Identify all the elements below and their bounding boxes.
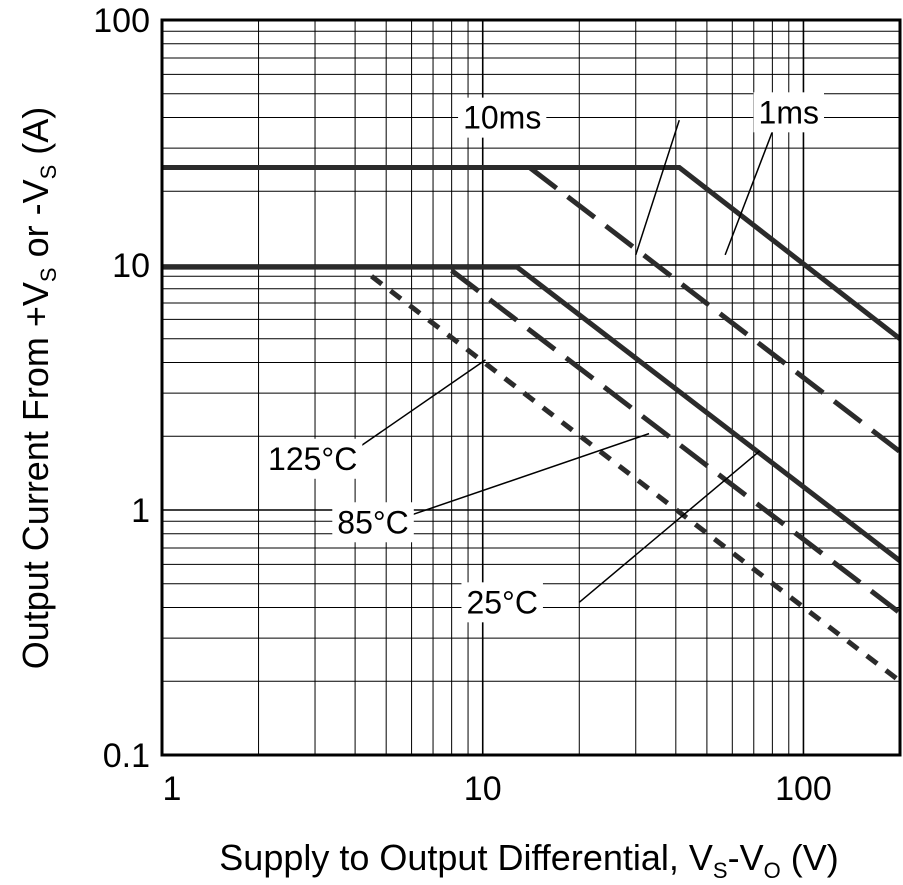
y-axis-title-sub2: S [36, 165, 61, 180]
y-axis-title-mid: or -V [15, 179, 56, 267]
x-axis-title-main: Supply to Output Differential, V [219, 837, 713, 878]
y-axis-title-sub1: S [36, 267, 61, 282]
series-line [162, 165, 902, 341]
y-tick-label: 100 [93, 2, 150, 40]
annotation-leader [578, 450, 761, 603]
annotation-leader [724, 131, 774, 256]
series-line [369, 274, 902, 684]
annotation-leader [338, 359, 486, 462]
y-tick-label: 0.1 [103, 737, 150, 775]
annotation-label: 125°C [268, 441, 357, 477]
annotation-label-bg [263, 438, 363, 479]
annotation-label: 1ms [759, 94, 819, 130]
series-line [528, 165, 902, 454]
x-axis-title: Supply to Output Differential, VS-VO (V) [219, 837, 838, 883]
plot-frame [160, 18, 902, 757]
x-tick-label: 100 [775, 770, 832, 808]
y-tick-label: 10 [112, 247, 150, 285]
y-axis-title-end: (A) [15, 107, 56, 165]
series-line [162, 264, 902, 563]
annotation-label-bg [461, 582, 543, 623]
x-axis-title-end: (V) [781, 837, 839, 878]
tick-labels: 1 10 100 0.1 1 10 100 [93, 2, 832, 808]
x-axis-title-sub1: S [713, 858, 728, 883]
x-axis-title-sub2: O [764, 858, 781, 883]
annotation-label-bg [753, 92, 825, 133]
series-group [162, 165, 902, 684]
annotation-leader [635, 119, 680, 256]
y-tick-label: 1 [131, 492, 150, 530]
annotation-label-bg [332, 502, 414, 543]
annotation-label: 85°C [337, 504, 409, 540]
annotation-label-bg [458, 97, 547, 138]
annotations-group: 10ms 1ms 125°C 85°C 25°C [263, 92, 825, 623]
annotation-label: 10ms [463, 100, 541, 136]
x-axis-title-mid: -V [728, 837, 764, 878]
x-tick-label: 10 [464, 770, 502, 808]
annotation-leader [385, 432, 650, 525]
annotation-label: 25°C [466, 584, 538, 620]
y-axis-title: Output Current From +VS or -VS (A) [15, 107, 61, 670]
x-tick-label: 1 [163, 770, 182, 808]
y-axis-title-pre: Output Current From +V [15, 282, 56, 669]
